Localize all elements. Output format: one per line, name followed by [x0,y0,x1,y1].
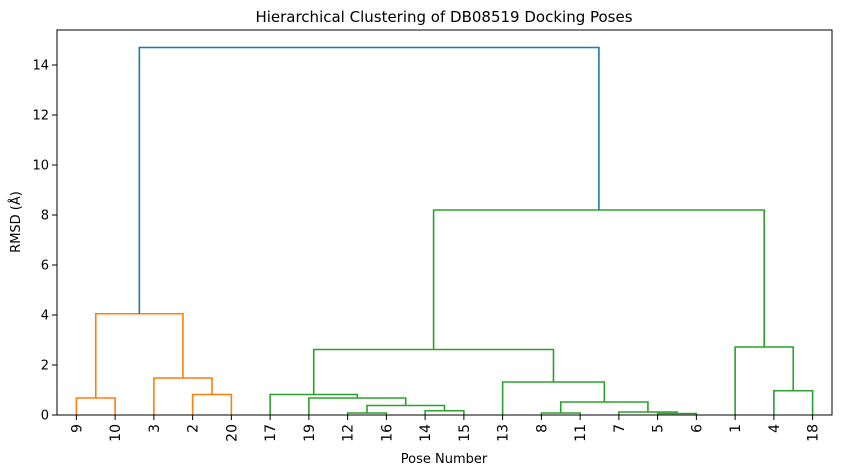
x-tick-label: 13 [496,424,512,442]
x-axis: 9 10 3 2 20 17 19 12 16 14 15 13 8 11 7 5 6 1 4 18 [69,415,822,442]
x-tick-label: 6 [689,424,705,433]
dendrogram-link [501,381,606,415]
dendrogram-link [734,346,795,415]
y-tick-label: 4 [41,309,49,324]
y-tick-label: 12 [32,109,49,124]
x-tick-label: 11 [573,424,589,442]
y-tick-label: 6 [41,259,49,274]
y-tick-label: 0 [41,409,49,424]
x-tick-label: 5 [651,424,667,433]
dendrogram-link [94,312,184,398]
x-tick-label: 20 [224,424,240,442]
dendrogram-link [432,209,765,350]
dendrogram-link [153,377,213,415]
dendrogram-link [424,409,465,415]
x-tick-label: 16 [379,424,395,442]
x-tick-label: 18 [806,424,822,442]
dendrogram-link [138,46,600,314]
y-tick-label: 14 [32,59,49,74]
dendrogram-link [773,389,814,415]
x-tick-label: 19 [302,424,318,442]
x-tick-label: 7 [612,424,628,433]
dendrogram-link [191,393,233,415]
y-axis: 0 2 4 6 8 10 12 14 [32,59,57,424]
y-tick-label: 10 [32,159,49,174]
x-tick-label: 14 [418,424,434,442]
x-tick-label: 10 [108,424,124,442]
x-tick-label: 8 [534,424,550,433]
y-tick-label: 2 [41,359,49,374]
x-tick-label: 2 [186,424,202,433]
dendrogram-links [75,46,814,415]
x-tick-label: 17 [263,424,279,442]
x-tick-label: 9 [69,424,85,433]
x-tick-label: 1 [728,424,744,433]
x-tick-label: 3 [147,424,163,433]
x-tick-label: 12 [341,424,357,442]
x-axis-title: Pose Number [401,452,488,467]
dendrogram-link [366,404,446,413]
dendrogram-link [75,397,116,415]
chart-title: Hierarchical Clustering of DB08519 Docki… [255,8,632,26]
y-tick-label: 8 [41,209,49,224]
y-axis-title: RMSD (Å) [8,191,24,253]
plot-frame [56,29,833,416]
x-tick-label: 15 [457,424,473,442]
x-tick-label: 4 [767,424,783,433]
dendrogram-link [312,348,555,395]
